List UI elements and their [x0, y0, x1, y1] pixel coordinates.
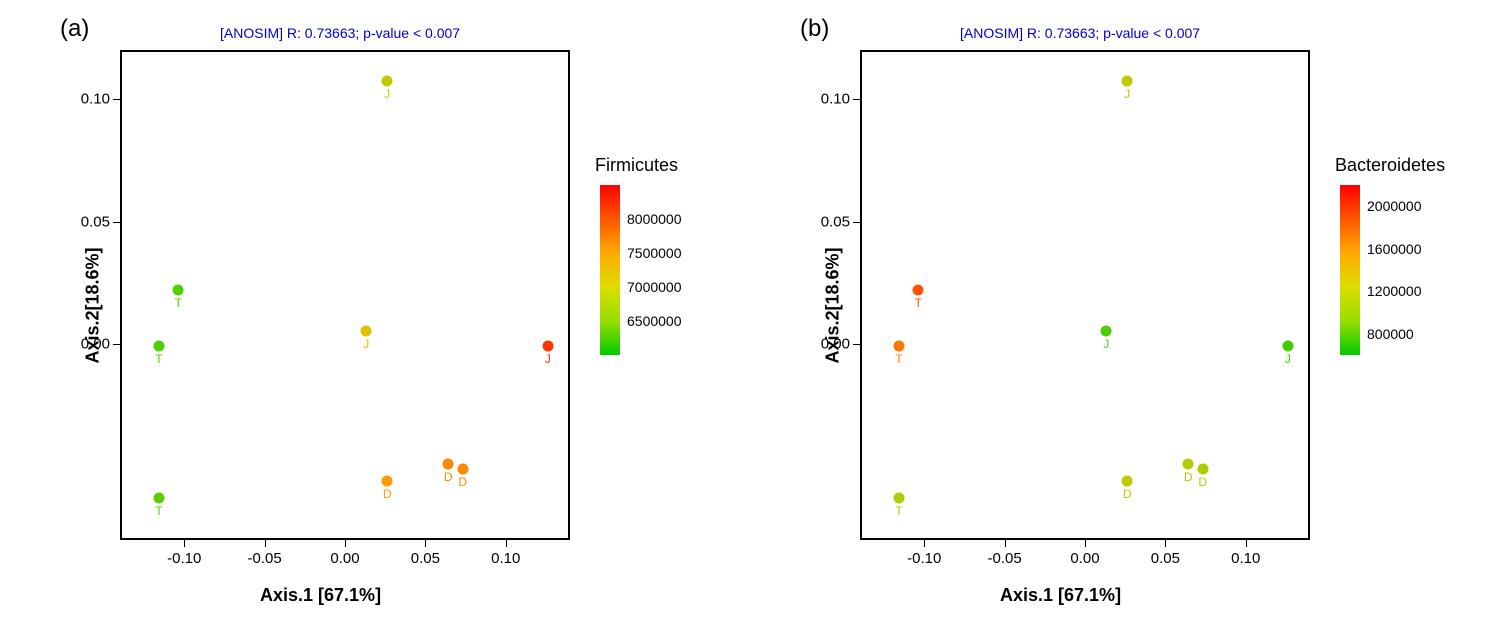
scatter-point-label: J: [1285, 352, 1291, 366]
legend-gradient-b: [1340, 185, 1360, 355]
scatter-point-label: T: [155, 504, 162, 518]
scatter-point-label: J: [545, 352, 551, 366]
scatter-point-label: D: [458, 475, 467, 489]
scatter-point-label: D: [1198, 475, 1207, 489]
y-tick-mark: [853, 99, 860, 100]
scatter-point-label: D: [1184, 470, 1193, 484]
y-tick-mark: [853, 344, 860, 345]
x-tick-mark: [924, 540, 925, 547]
y-tick-label: 0.05: [70, 213, 110, 230]
x-tick-mark: [265, 540, 266, 547]
scatter-point-label: J: [384, 87, 390, 101]
y-tick-mark: [853, 222, 860, 223]
x-tick-label: -0.10: [167, 550, 201, 567]
anosim-text-b: [ANOSIM] R: 0.73663; p-value < 0.007: [960, 25, 1200, 41]
y-axis-label-a: Axis.2[18.6%]: [83, 247, 104, 363]
scatter-point-label: D: [444, 470, 453, 484]
scatter-point: [1282, 341, 1293, 352]
y-tick-mark: [113, 222, 120, 223]
legend-tick-label: 7000000: [627, 279, 682, 295]
scatter-point: [542, 341, 553, 352]
x-tick-mark: [345, 540, 346, 547]
x-tick-mark: [506, 540, 507, 547]
x-tick-mark: [1246, 540, 1247, 547]
x-axis-label-a: Axis.1 [67.1%]: [260, 585, 381, 606]
panel-letter-b: (b): [800, 15, 829, 43]
legend-tick-label: 1200000: [1367, 283, 1422, 299]
x-tick-label: -0.10: [907, 550, 941, 567]
scatter-point-label: D: [383, 487, 392, 501]
x-tick-label: -0.05: [988, 550, 1022, 567]
scatter-point-label: T: [175, 296, 182, 310]
legend-tick-label: 7500000: [627, 245, 682, 261]
scatter-point: [382, 76, 393, 87]
legend-tick-label: 8000000: [627, 211, 682, 227]
scatter-point: [1101, 326, 1112, 337]
scatter-point-label: J: [1124, 87, 1130, 101]
y-tick-mark: [113, 344, 120, 345]
x-tick-mark: [1085, 540, 1086, 547]
scatter-point: [153, 341, 164, 352]
scatter-point: [153, 492, 164, 503]
x-tick-label: 0.10: [1231, 550, 1260, 567]
y-tick-mark: [113, 99, 120, 100]
scatter-point-label: J: [1103, 337, 1109, 351]
anosim-text-a: [ANOSIM] R: 0.73663; p-value < 0.007: [220, 25, 460, 41]
scatter-point-label: T: [895, 504, 902, 518]
scatter-point: [1183, 458, 1194, 469]
y-tick-label: 0.10: [70, 91, 110, 108]
x-tick-label: 0.05: [411, 550, 440, 567]
panel-letter-a: (a): [60, 15, 89, 43]
scatter-point: [361, 326, 372, 337]
panel-a: (a) [ANOSIM] R: 0.73663; p-value < 0.007 J…: [0, 0, 740, 633]
x-tick-label: 0.05: [1151, 550, 1180, 567]
scatter-point-label: T: [155, 352, 162, 366]
scatter-point: [457, 463, 468, 474]
plot-area-a: JTTTJDDDJ: [120, 50, 570, 540]
scatter-point: [382, 475, 393, 486]
x-tick-mark: [1165, 540, 1166, 547]
legend-tick-label: 800000: [1367, 326, 1414, 342]
x-tick-label: 0.00: [330, 550, 359, 567]
y-tick-label: 0.10: [810, 91, 850, 108]
scatter-point-label: T: [915, 296, 922, 310]
x-tick-label: 0.00: [1070, 550, 1099, 567]
x-tick-mark: [1005, 540, 1006, 547]
x-tick-label: 0.10: [491, 550, 520, 567]
x-axis-label-b: Axis.1 [67.1%]: [1000, 585, 1121, 606]
x-tick-label: -0.05: [248, 550, 282, 567]
plot-area-b: JTTTJDDDJ: [860, 50, 1310, 540]
scatter-point: [173, 284, 184, 295]
scatter-point: [1197, 463, 1208, 474]
legend-gradient-a: [600, 185, 620, 355]
panel-b: (b) [ANOSIM] R: 0.73663; p-value < 0.007 J…: [740, 0, 1480, 633]
scatter-point-label: J: [363, 337, 369, 351]
scatter-point: [443, 458, 454, 469]
legend-tick-label: 2000000: [1367, 198, 1422, 214]
legend-tick-label: 6500000: [627, 313, 682, 329]
scatter-point: [913, 284, 924, 295]
y-tick-label: 0.05: [810, 213, 850, 230]
legend-title-a: Firmicutes: [595, 155, 678, 176]
legend-tick-label: 1600000: [1367, 241, 1422, 257]
legend-title-b: Bacteroidetes: [1335, 155, 1445, 176]
scatter-point: [1122, 475, 1133, 486]
y-axis-label-b: Axis.2[18.6%]: [823, 247, 844, 363]
scatter-point-label: T: [895, 352, 902, 366]
scatter-point: [893, 492, 904, 503]
scatter-point: [1122, 76, 1133, 87]
x-tick-mark: [425, 540, 426, 547]
scatter-point-label: D: [1123, 487, 1132, 501]
scatter-point: [893, 341, 904, 352]
x-tick-mark: [184, 540, 185, 547]
